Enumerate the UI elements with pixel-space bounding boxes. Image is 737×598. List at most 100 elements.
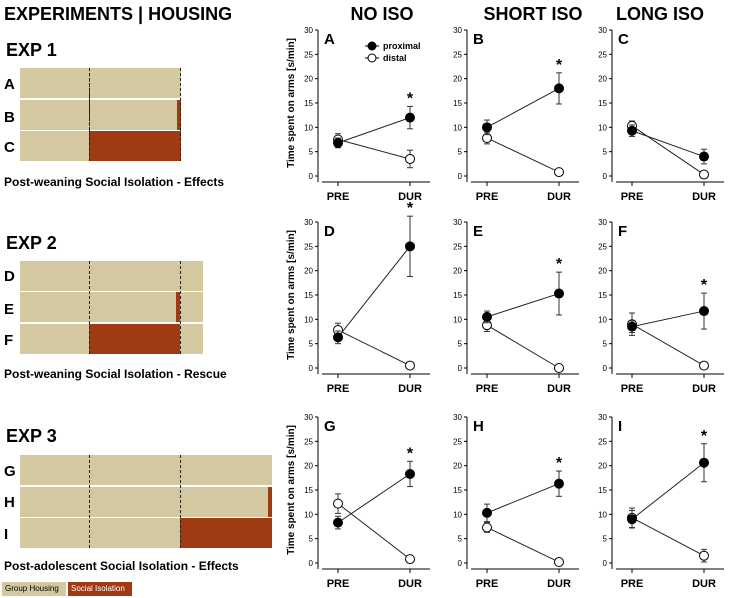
panel-label: A bbox=[324, 31, 335, 48]
legend-distal-label: distal bbox=[383, 53, 407, 63]
y-tick-label: 10 bbox=[453, 510, 462, 519]
significance-marker: * bbox=[556, 455, 563, 472]
legend-group-housing: Group Housing bbox=[2, 582, 66, 596]
exp1-row-b-label: B bbox=[4, 109, 15, 126]
proximal-line bbox=[486, 483, 560, 514]
proximal-point bbox=[627, 125, 637, 136]
y-tick-label: 15 bbox=[598, 291, 607, 300]
y-tick-label: 0 bbox=[603, 172, 608, 181]
proximal-point bbox=[554, 288, 564, 299]
distal-line bbox=[486, 324, 560, 369]
header-title: EXPERIMENTS | HOUSING bbox=[4, 4, 232, 25]
y-tick-label: 25 bbox=[453, 242, 462, 251]
significance-marker: * bbox=[701, 277, 708, 294]
distal-line bbox=[631, 125, 705, 175]
exp2-timeline-f bbox=[20, 324, 203, 354]
y-tick-label: 10 bbox=[453, 315, 462, 324]
exp3-caption: Post-adolescent Social Isolation - Effec… bbox=[4, 559, 239, 573]
x-tick-label: PRE bbox=[476, 383, 499, 395]
x-tick-label: DUR bbox=[692, 578, 716, 590]
x-tick-label: DUR bbox=[398, 191, 422, 203]
x-tick-label: PRE bbox=[476, 191, 499, 203]
proximal-point bbox=[699, 151, 709, 162]
y-tick-label: 0 bbox=[603, 364, 608, 373]
proximal-point bbox=[554, 478, 564, 489]
exp3-timeline-g bbox=[20, 455, 272, 485]
y-tick-label: 10 bbox=[304, 315, 313, 324]
y-tick-label: 20 bbox=[598, 267, 607, 276]
proximal-line bbox=[631, 310, 705, 328]
x-tick-label: DUR bbox=[398, 383, 422, 395]
panel-label: I bbox=[618, 418, 622, 435]
y-tick-label: 20 bbox=[304, 267, 313, 276]
y-tick-label: 0 bbox=[458, 172, 463, 181]
proximal-line bbox=[631, 462, 705, 520]
y-tick-label: 20 bbox=[304, 75, 313, 84]
y-tick-label: 25 bbox=[304, 242, 313, 251]
proximal-point bbox=[405, 241, 415, 252]
y-tick-label: 25 bbox=[453, 437, 462, 446]
proximal-line bbox=[486, 293, 560, 318]
y-tick-label: 30 bbox=[453, 413, 462, 422]
distal-line bbox=[486, 137, 560, 173]
x-tick-label: DUR bbox=[692, 191, 716, 203]
distal-point bbox=[699, 550, 709, 561]
y-tick-label: 5 bbox=[603, 340, 608, 349]
y-tick-label: 30 bbox=[304, 218, 313, 227]
panel-label: D bbox=[324, 223, 335, 240]
y-axis-label: Time spent on arms [s/min] bbox=[286, 230, 297, 360]
x-tick-label: PRE bbox=[327, 578, 350, 590]
y-axis-label: Time spent on arms [s/min] bbox=[286, 425, 297, 555]
x-tick-label: PRE bbox=[327, 383, 350, 395]
exp2-row-e-label: E bbox=[4, 301, 15, 318]
legend-social-isolation: Social Isolation bbox=[68, 582, 132, 596]
y-tick-label: 15 bbox=[598, 99, 607, 108]
y-tick-label: 30 bbox=[304, 413, 313, 422]
proximal-point bbox=[699, 306, 709, 317]
panel-label: E bbox=[473, 223, 483, 240]
y-tick-label: 15 bbox=[453, 99, 462, 108]
panel-label: B bbox=[473, 31, 484, 48]
exp3-row-h-label: H bbox=[4, 494, 15, 511]
exp1-dashed-line-1 bbox=[89, 68, 90, 161]
isolation-segment bbox=[176, 292, 180, 322]
distal-line bbox=[337, 503, 411, 560]
y-tick-label: 0 bbox=[309, 559, 314, 568]
distal-point bbox=[699, 169, 709, 180]
y-tick-label: 20 bbox=[453, 75, 462, 84]
y-tick-label: 10 bbox=[453, 123, 462, 132]
significance-marker: * bbox=[407, 445, 414, 462]
header-divider: | bbox=[138, 4, 144, 24]
distal-line bbox=[337, 139, 411, 160]
distal-point bbox=[333, 498, 343, 509]
exp1-title: EXP 1 bbox=[6, 40, 57, 60]
y-tick-label: 15 bbox=[453, 486, 462, 495]
proximal-point bbox=[699, 457, 709, 468]
proximal-point bbox=[405, 468, 415, 479]
exp3-row-i-label: I bbox=[4, 526, 9, 543]
distal-point bbox=[405, 360, 415, 371]
exp2-timeline-e bbox=[20, 292, 203, 322]
y-tick-label: 0 bbox=[458, 364, 463, 373]
exp3-timeline-h bbox=[20, 487, 272, 517]
distal-point bbox=[554, 363, 564, 373]
column-header-short-iso: SHORT ISO bbox=[483, 4, 583, 24]
y-tick-label: 5 bbox=[309, 148, 314, 157]
exp1-caption: Post-weaning Social Isolation - Effects bbox=[4, 175, 225, 189]
isolation-segment bbox=[89, 131, 181, 161]
proximal-line bbox=[631, 130, 705, 158]
proximal-point bbox=[627, 321, 637, 332]
y-tick-label: 10 bbox=[304, 510, 313, 519]
panel-label: F bbox=[618, 223, 627, 240]
y-tick-label: 25 bbox=[453, 50, 462, 59]
x-tick-label: PRE bbox=[621, 578, 644, 590]
y-tick-label: 10 bbox=[598, 123, 607, 132]
significance-marker: * bbox=[556, 57, 563, 74]
y-tick-label: 25 bbox=[598, 242, 607, 251]
y-tick-label: 20 bbox=[453, 462, 462, 471]
y-tick-label: 30 bbox=[453, 218, 462, 227]
x-tick-label: PRE bbox=[327, 191, 350, 203]
exp1-row-c-label: C bbox=[4, 139, 15, 156]
y-tick-label: 15 bbox=[453, 291, 462, 300]
y-tick-label: 20 bbox=[598, 75, 607, 84]
